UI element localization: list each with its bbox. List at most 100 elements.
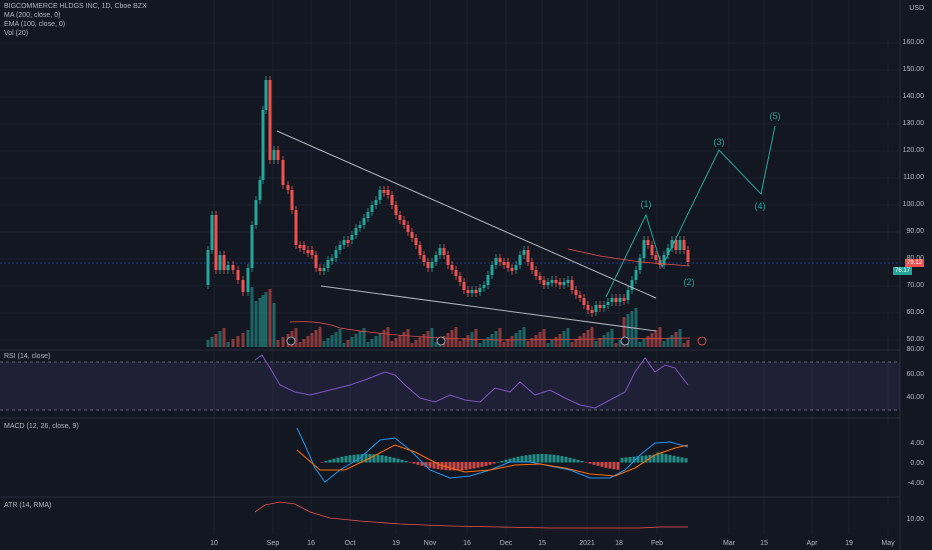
price-tick: 150.00 — [902, 66, 924, 73]
volume-bar — [410, 343, 414, 347]
volume-bar — [294, 328, 298, 347]
candle-body — [486, 275, 490, 285]
time-tick: 15 — [760, 540, 768, 547]
volume-bar — [494, 331, 498, 347]
volume-bar — [674, 332, 678, 347]
macd-bar — [484, 462, 488, 466]
macd-bar — [628, 457, 632, 463]
candle-body — [454, 270, 458, 276]
macd-bar — [508, 458, 512, 463]
macd-bar — [548, 454, 552, 463]
lower-trendline — [320, 285, 657, 332]
volume-bar — [606, 332, 610, 347]
volume-bar — [634, 308, 638, 347]
time-tick: 2021 — [579, 540, 595, 547]
grid-lines — [0, 0, 900, 535]
macd-bar — [524, 455, 528, 463]
last-price-tag[interactable]: 79.12 — [905, 259, 925, 267]
symbol-title[interactable]: BIGCOMMERCE HLDGS INC, 1D, Cboe BZX — [4, 3, 147, 10]
candle-body — [206, 250, 210, 285]
macd-bar — [544, 454, 548, 463]
ema-price-tag[interactable]: 76.17 — [893, 267, 913, 275]
candle-body — [514, 265, 518, 270]
macd-bar — [624, 457, 628, 463]
macd-bar — [384, 455, 388, 463]
candle-body — [370, 205, 374, 212]
macd-bar — [392, 457, 396, 463]
macd-bar — [448, 462, 452, 471]
volume-bar — [354, 334, 358, 347]
volume-bar — [602, 335, 606, 347]
rsi-tick: 80.00 — [906, 346, 924, 353]
candle-body — [290, 190, 294, 210]
volume-bar — [414, 340, 418, 347]
candle-body — [414, 238, 418, 245]
volume-bar — [261, 295, 265, 347]
macd-bar — [560, 455, 564, 463]
macd-bar — [388, 456, 392, 463]
macd-bar — [488, 462, 492, 465]
indicator-ma-label[interactable]: MA (200, close, 0) — [4, 12, 61, 19]
macd-bar — [460, 462, 464, 471]
macd-bar — [608, 462, 612, 469]
candle-body — [254, 200, 258, 225]
macd-tick: 0.00 — [910, 460, 924, 467]
volume-bar — [426, 331, 430, 347]
candle-body — [314, 255, 318, 268]
macd-bar — [568, 457, 572, 463]
macd-tick: 4.00 — [910, 440, 924, 447]
candle-body — [634, 270, 638, 280]
earnings-marker — [436, 336, 446, 346]
candle-body — [638, 258, 642, 270]
volume-bar — [358, 331, 362, 347]
macd-bar — [540, 454, 544, 463]
candle-body — [482, 285, 486, 288]
volume-bar — [554, 337, 558, 347]
candle-body — [326, 260, 330, 268]
indicator-ema-label[interactable]: EMA (100, close, 0) — [4, 21, 66, 28]
volume-ma-line — [289, 321, 691, 341]
volume-bar — [346, 340, 350, 347]
rsi-label[interactable]: RSI (14, close) — [4, 353, 51, 360]
macd-bar — [328, 459, 332, 463]
volume-bar — [478, 343, 482, 347]
rsi-line — [254, 354, 689, 409]
macd-label[interactable]: MACD (12, 26, close, 9) — [4, 423, 79, 430]
volume-bar — [222, 328, 226, 347]
macd-bar — [452, 462, 456, 471]
volume-bar — [510, 336, 514, 347]
earnings-marker — [620, 336, 630, 346]
macd-bar — [432, 462, 436, 469]
candle-body — [462, 282, 466, 290]
candle-body — [402, 220, 406, 225]
indicator-vol-label[interactable]: Vol (20) — [4, 30, 29, 37]
candle-body — [222, 255, 226, 270]
macd-bar — [464, 462, 468, 470]
macd-bar — [500, 460, 504, 463]
macd-bar — [436, 462, 440, 470]
macd-bar — [572, 458, 576, 463]
candle-body — [654, 255, 658, 260]
candle-body — [598, 305, 602, 308]
candle-body — [666, 248, 670, 255]
volume-bar — [386, 327, 390, 347]
volume-bar — [686, 340, 690, 347]
candle-body — [566, 280, 570, 283]
candle-body — [686, 250, 690, 262]
macd-bar — [324, 460, 328, 463]
time-tick: 19 — [845, 540, 853, 547]
volume-bar — [374, 336, 378, 347]
earnings-marker — [697, 336, 707, 346]
atr-label[interactable]: ATR (14, RMA) — [4, 502, 52, 509]
volume-bar — [218, 331, 222, 347]
candle-body — [434, 255, 438, 262]
candle-body — [466, 290, 470, 293]
macd-bar — [348, 455, 352, 463]
macd-bar — [536, 454, 540, 463]
macd-bar — [480, 462, 484, 467]
macd-bar — [600, 462, 604, 467]
price-tick: 160.00 — [902, 39, 924, 46]
time-tick: May — [881, 540, 895, 547]
candle-body — [272, 150, 276, 160]
